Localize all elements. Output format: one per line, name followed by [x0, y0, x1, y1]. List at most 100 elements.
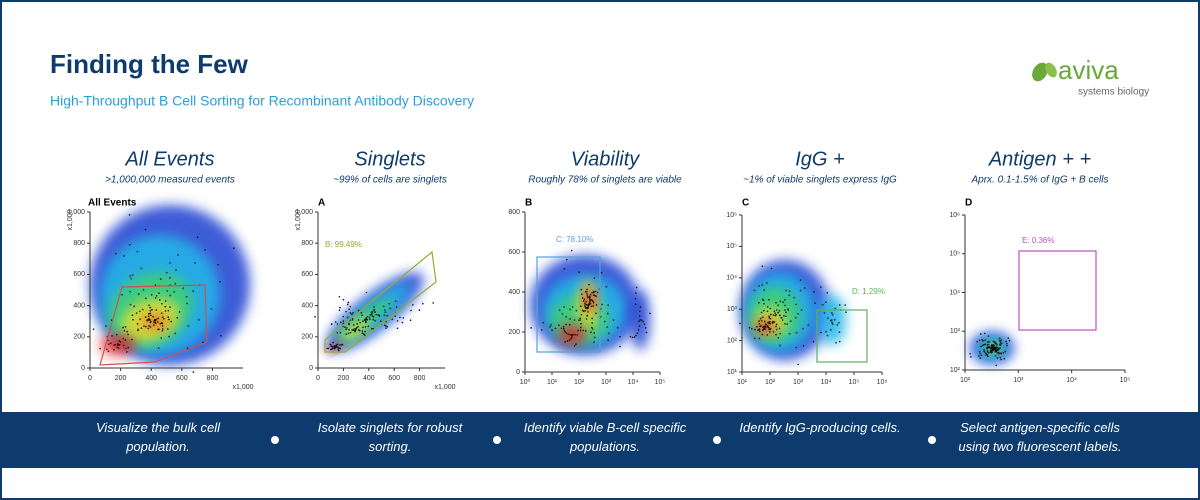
event-dot [580, 322, 582, 325]
event-dot [412, 303, 414, 306]
event-dot [772, 314, 775, 316]
event-dot [345, 328, 347, 331]
event-dot [766, 306, 769, 308]
event-dot [592, 300, 594, 303]
event-dot [352, 311, 354, 314]
event-dot [345, 333, 348, 335]
event-dot [174, 282, 177, 285]
event-dot [351, 313, 353, 316]
event-dot [569, 318, 571, 320]
event-dot [117, 347, 120, 349]
event-dot [349, 331, 352, 334]
event-dot [122, 344, 125, 347]
event-dot [969, 352, 971, 355]
event-dot [600, 271, 603, 274]
event-dot [344, 326, 346, 328]
event-dot [123, 255, 125, 257]
event-dot [326, 347, 328, 350]
event-dot [136, 323, 139, 325]
event-dot [570, 336, 573, 339]
event-dot [595, 304, 598, 306]
event-dot [161, 316, 164, 318]
event-dot [333, 344, 336, 347]
event-dot [992, 344, 995, 346]
event-dot [383, 324, 386, 327]
event-dot [113, 348, 115, 351]
event-dot [347, 301, 350, 304]
bullet [928, 436, 936, 444]
event-dot [122, 337, 125, 340]
y-tick-label: 400 [301, 302, 313, 309]
event-dot [149, 309, 152, 312]
event-dot [379, 320, 382, 322]
event-dot [988, 346, 990, 348]
panel-description: Visualize the bulk cell population. [95, 420, 221, 454]
event-dot [357, 325, 359, 328]
event-dot [773, 310, 776, 312]
event-dot [563, 329, 565, 332]
event-dot [758, 337, 761, 340]
y-tick-label: 10¹ [727, 369, 738, 376]
event-dot [147, 315, 150, 318]
event-dot [636, 332, 639, 334]
plot-label: B [525, 198, 532, 209]
event-dot [761, 298, 764, 301]
event-dot [161, 329, 164, 332]
event-dot [586, 293, 588, 295]
event-dot [807, 324, 810, 326]
event-dot [983, 350, 985, 352]
event-dot [761, 329, 764, 332]
event-dot [981, 338, 984, 341]
event-dot [797, 313, 799, 315]
event-dot [785, 315, 787, 318]
panel-heading: Viability [571, 148, 641, 170]
event-dot [167, 309, 170, 312]
event-dot [586, 288, 588, 291]
panel-subheading: ~99% of cells are singlets [333, 175, 447, 186]
event-dot [394, 300, 397, 303]
event-dot [355, 327, 357, 330]
event-dot [330, 323, 333, 325]
event-dot [373, 308, 375, 311]
event-dot [345, 310, 347, 313]
event-dot [142, 289, 145, 291]
event-dot [554, 327, 557, 330]
y-tick-label: 10² [727, 337, 738, 344]
event-dot [342, 320, 345, 322]
event-dot [337, 346, 339, 348]
event-dot [370, 327, 373, 330]
event-dot [135, 312, 138, 314]
event-dot [132, 318, 134, 321]
event-dot [571, 335, 573, 337]
event-dot [607, 304, 610, 306]
event-dot [835, 341, 837, 344]
event-dot [826, 292, 829, 294]
event-dot [769, 307, 772, 310]
event-dot [174, 332, 177, 335]
event-dot [151, 308, 153, 311]
panel-description: Identify viable B-cell specific populati… [523, 420, 687, 454]
event-dot [131, 314, 134, 316]
event-dot [996, 357, 999, 359]
event-dot [795, 331, 798, 334]
y-tick-label: 200 [301, 334, 313, 341]
event-dot [353, 328, 356, 330]
event-dot [996, 352, 999, 354]
event-dot [829, 329, 832, 331]
event-dot [119, 341, 122, 343]
event-dot [761, 283, 764, 286]
event-dot [1008, 339, 1011, 342]
event-dot [762, 326, 764, 328]
event-dot [836, 324, 839, 326]
event-dot [638, 320, 640, 322]
event-dot [118, 343, 121, 346]
event-dot [1000, 358, 1002, 361]
event-dot [582, 300, 585, 302]
event-dot [595, 295, 597, 298]
event-dot [365, 321, 367, 323]
gate [99, 284, 208, 366]
event-dot [182, 287, 185, 290]
event-dot [986, 347, 988, 350]
event-dot [799, 289, 802, 292]
event-dot [384, 311, 387, 313]
